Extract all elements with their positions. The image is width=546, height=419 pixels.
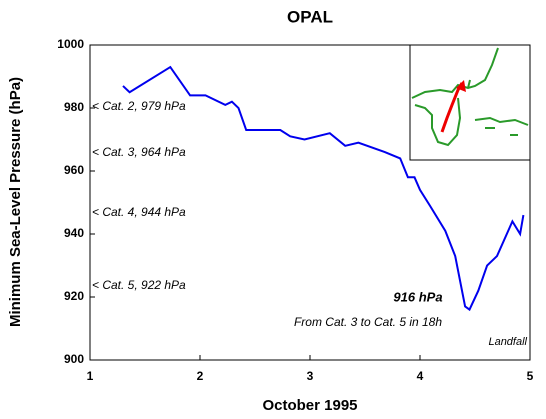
track-arrow [456,80,466,92]
x-tick-label: 5 [527,369,534,383]
map-frame [409,44,531,161]
annotation: Landfall [488,336,527,348]
y-tick-label: 1000 [57,37,84,51]
data-line [122,65,525,312]
y-axis-label: Minimum Sea-Level Pressure (hPa) [7,77,24,327]
islands [474,116,529,136]
annotation: 916 hPa [393,289,442,304]
inset-map [409,44,531,161]
annotation: From Cat. 3 to Cat. 5 in 18h [294,315,442,329]
y-tick-label: 960 [64,163,84,177]
annotation: < Cat. 3, 964 hPa [92,145,186,159]
chart-title: OPAL [287,7,333,26]
y-tick-label: 900 [64,352,84,366]
x-axis-label: October 1995 [262,397,357,414]
y-tick-label: 980 [64,100,84,114]
x-tick-label: 4 [417,369,424,383]
x-tick-label: 2 [197,369,204,383]
y-tick-label: 940 [64,226,84,240]
annotation: < Cat. 4, 944 hPa [92,205,186,219]
annotation: < Cat. 2, 979 hPa [92,99,186,113]
y-tick-label: 920 [64,289,84,303]
x-tick-label: 1 [87,369,94,383]
x-tick-label: 3 [307,369,314,383]
annotation: < Cat. 5, 922 hPa [92,278,186,292]
